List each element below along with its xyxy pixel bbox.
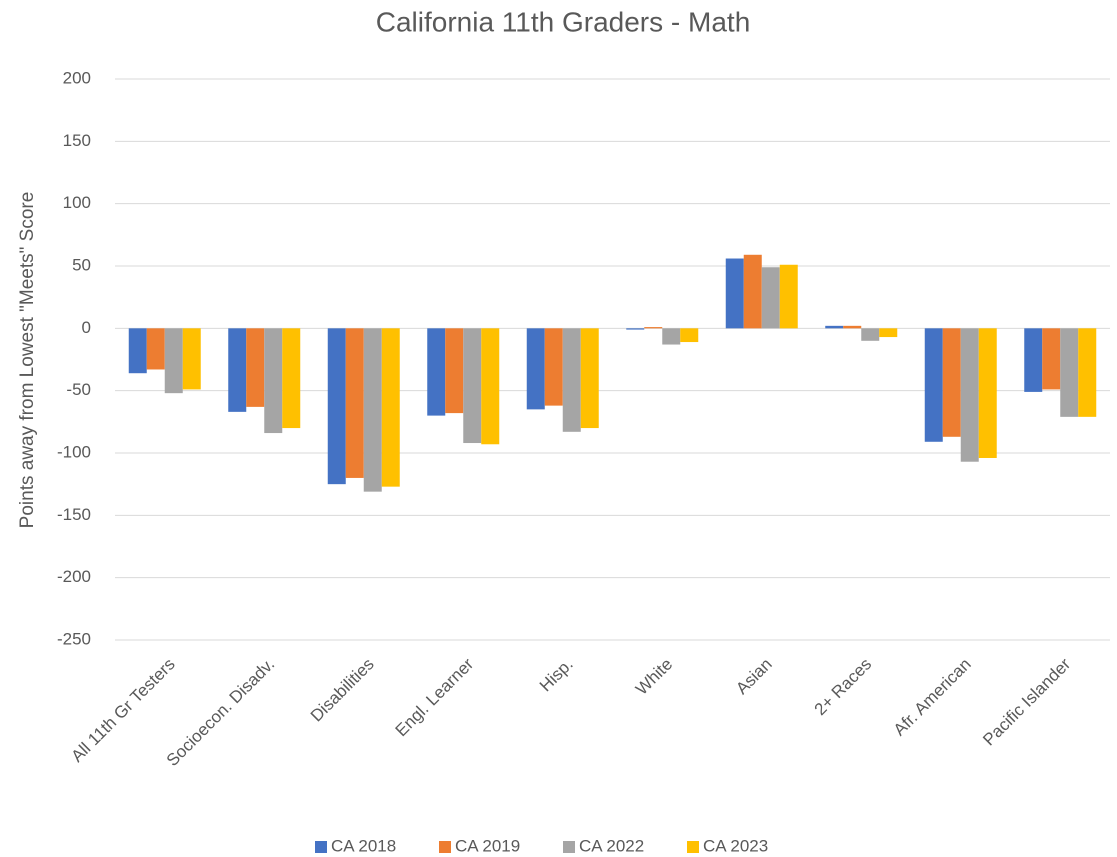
bar [924,328,943,442]
x-tick-label: White [632,655,676,699]
bar [228,328,247,412]
bar [662,328,681,345]
bar [1042,328,1061,390]
legend-swatch [315,841,327,853]
bar [1060,328,1079,417]
bar [879,328,898,338]
bar [282,328,301,429]
bar [626,328,645,330]
y-tick-label: 50 [72,255,91,274]
legend-label: CA 2022 [579,836,644,855]
legend-label: CA 2019 [455,836,520,855]
bar [544,328,563,406]
bar [978,328,997,458]
bar [761,267,780,329]
legend-swatch [563,841,575,853]
y-tick-label: -200 [57,567,91,586]
bar [463,328,482,444]
bar [1024,328,1043,392]
bar [779,264,798,329]
legend-swatch [687,841,699,853]
y-tick-label: 100 [63,193,91,212]
bar [825,325,844,329]
bar [725,258,744,329]
x-tick-label: Hisp. [536,655,577,696]
x-tick-label: Asian [732,655,776,699]
bar [743,254,762,329]
bar [264,328,283,434]
y-tick-label: -100 [57,442,91,461]
legend-label: CA 2023 [703,836,768,855]
bar [246,328,265,407]
bar [427,328,446,416]
y-tick-label: -50 [66,380,91,399]
x-tick-label: Socioecon. Disadv. [163,655,278,770]
x-tick-label: Disabilities [307,655,378,726]
bar [363,328,382,492]
chart-title: California 11th Graders - Math [376,6,751,37]
bar [146,328,165,370]
bar [942,328,961,437]
bar [1078,328,1097,417]
bar [861,328,880,341]
bar [345,328,364,478]
y-tick-label: 0 [82,318,91,337]
x-tick-label: All 11th Gr Testers [68,655,179,766]
bar [580,328,599,429]
y-tick-label: -150 [57,505,91,524]
bar [182,328,201,390]
x-tick-label: Engl. Learner [392,654,478,740]
bar [644,327,663,329]
bar [843,325,862,329]
bar [128,328,147,374]
y-tick-label: 200 [63,68,91,87]
bar [381,328,400,487]
y-axis-label: Points away from Lowest "Meets" Score [17,192,38,529]
y-tick-label: 150 [63,131,91,150]
legend-swatch [439,841,451,853]
bar [680,328,699,343]
bar [562,328,581,432]
bar [164,328,183,394]
bar [960,328,979,462]
bar [445,328,464,414]
bar [481,328,500,445]
bar [526,328,545,410]
x-tick-label: Pacific Islander [979,654,1074,749]
bar [327,328,346,485]
x-tick-label: 2+ Races [811,655,876,720]
y-tick-label: -250 [57,629,91,648]
x-tick-label: Afr. American [890,655,975,740]
legend-label: CA 2018 [331,836,396,855]
